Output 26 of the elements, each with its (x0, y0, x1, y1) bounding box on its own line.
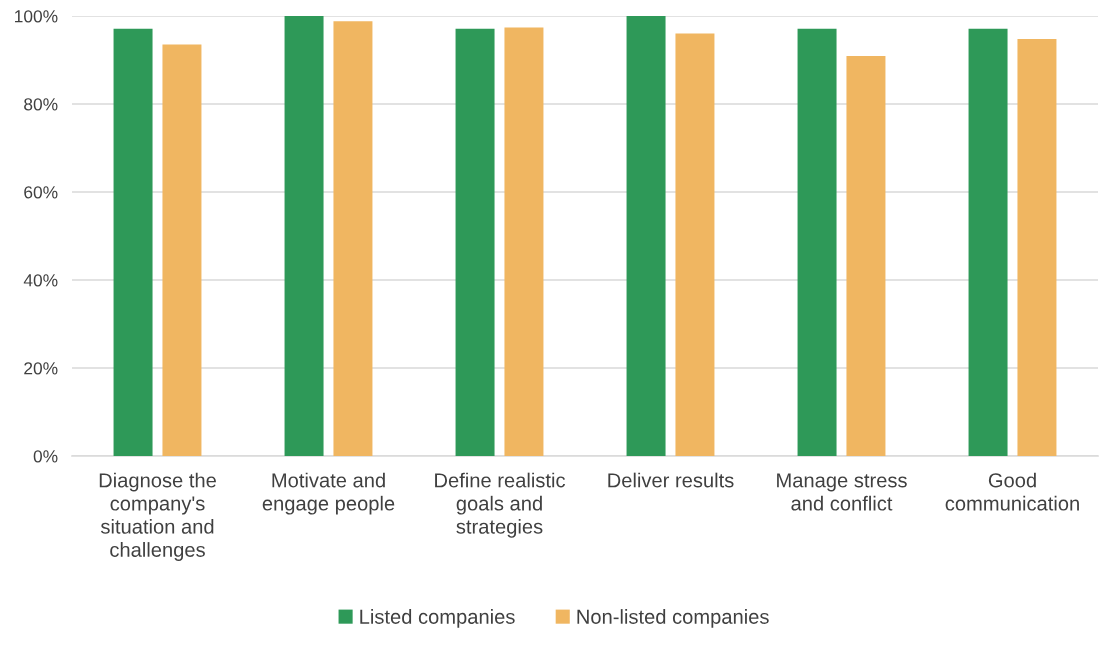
bar (626, 16, 666, 456)
legend-label: Non-listed companies (577, 609, 769, 628)
y-tick-label: 100% (15, 10, 58, 23)
x-tick-label: Define realistic goals and strategies (435, 472, 566, 538)
bar (797, 28, 837, 456)
y-tick-label: 80% (24, 98, 58, 111)
bar (162, 44, 202, 456)
bar (455, 28, 495, 456)
y-tick-label: 60% (24, 186, 58, 199)
bar (333, 21, 373, 456)
bar (113, 28, 153, 456)
legend-label: Listed companies (360, 609, 515, 628)
x-tick-label: Deliver results (608, 472, 734, 488)
x-tick-label: Motivate and engage people (262, 472, 395, 515)
bar (284, 16, 324, 456)
x-tick-label: Diagnose the company's situation and challenges (99, 472, 216, 561)
bar (1017, 38, 1057, 456)
bar (675, 33, 715, 456)
bar (968, 28, 1008, 456)
y-tick-label: 20% (24, 362, 58, 375)
y-tick-label: 0% (33, 450, 58, 463)
x-tick-label: Manage stress and conflict (777, 473, 907, 511)
bar (504, 27, 544, 456)
y-tick-label: 40% (23, 274, 58, 287)
x-tick-label: Good communication (945, 472, 1079, 511)
bar (846, 56, 886, 456)
